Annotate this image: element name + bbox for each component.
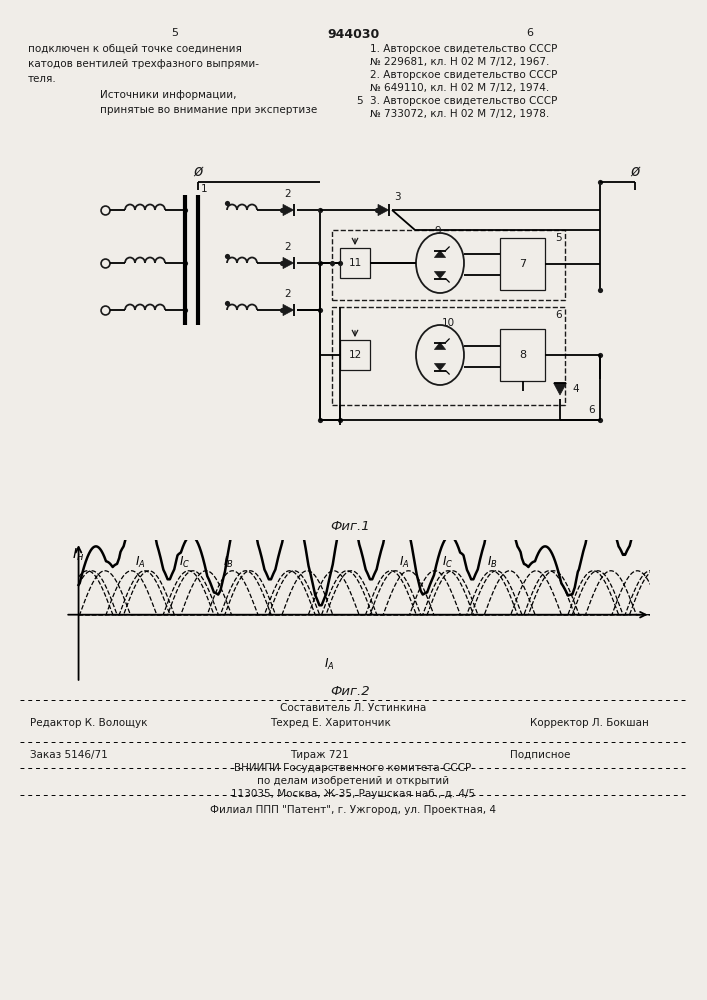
Text: Фиг.2: Фиг.2: [330, 685, 370, 698]
Text: $I_A$: $I_A$: [135, 555, 146, 570]
Bar: [500, 238, 545, 290]
Text: 2: 2: [285, 189, 291, 199]
Text: ВНИИПИ Государственного комитета СССР: ВНИИПИ Государственного комитета СССР: [235, 763, 472, 773]
Text: 5: 5: [556, 233, 562, 243]
Bar: [340, 340, 370, 370]
Text: 1. Авторское свидетельство СССР: 1. Авторское свидетельство СССР: [370, 44, 557, 54]
Bar: [500, 329, 545, 381]
Text: 944030: 944030: [327, 28, 379, 41]
Text: Подписное: Подписное: [510, 750, 571, 760]
Text: 12: 12: [349, 350, 361, 360]
Text: № 733072, кл. Н 02 М 7/12, 1978.: № 733072, кл. Н 02 М 7/12, 1978.: [370, 109, 549, 119]
Bar: [332, 230, 565, 300]
Text: 6: 6: [556, 310, 562, 320]
Text: Редактор К. Волощук: Редактор К. Волощук: [30, 718, 148, 728]
Text: 1: 1: [201, 184, 208, 194]
Bar: [332, 307, 565, 405]
Text: по делам изобретений и открытий: по делам изобретений и открытий: [257, 776, 449, 786]
Polygon shape: [283, 204, 293, 216]
Text: 8: 8: [519, 350, 526, 360]
Text: 7: 7: [519, 259, 526, 269]
Bar: [340, 248, 370, 278]
Text: Фиг.1: Фиг.1: [330, 520, 370, 533]
Polygon shape: [434, 250, 445, 257]
Text: 6: 6: [527, 28, 534, 38]
Text: Филиал ППП "Патент", г. Ужгород, ул. Проектная, 4: Филиал ППП "Патент", г. Ужгород, ул. Про…: [210, 805, 496, 815]
Text: № 229681, кл. Н 02 М 7/12, 1967.: № 229681, кл. Н 02 М 7/12, 1967.: [370, 57, 549, 67]
Text: 3: 3: [394, 192, 400, 202]
Text: 113035, Москва, Ж-35, Раушская наб., д. 4/5: 113035, Москва, Ж-35, Раушская наб., д. …: [231, 789, 475, 799]
Text: Техред Е. Харитончик: Техред Е. Харитончик: [270, 718, 391, 728]
Text: $I_B$: $I_B$: [223, 555, 233, 570]
Text: Заказ 5146/71: Заказ 5146/71: [30, 750, 107, 760]
Text: 3. Авторское свидетельство СССР: 3. Авторское свидетельство СССР: [370, 96, 557, 106]
Text: 2: 2: [285, 242, 291, 252]
Text: 2: 2: [285, 289, 291, 299]
Text: 9: 9: [435, 226, 441, 236]
Text: $I_C$: $I_C$: [443, 555, 454, 570]
Text: $I_{н}$: $I_{н}$: [72, 547, 84, 563]
Text: 6: 6: [588, 405, 595, 415]
Text: 2. Авторское свидетельство СССР: 2. Авторское свидетельство СССР: [370, 70, 557, 80]
Text: $I_B$: $I_B$: [486, 555, 498, 570]
Text: 4: 4: [572, 384, 578, 394]
Text: Источники информации,
принятые во внимание при экспертизе: Источники информации, принятые во вниман…: [100, 90, 317, 115]
Text: $I_C$: $I_C$: [179, 555, 189, 570]
Polygon shape: [283, 304, 293, 316]
Text: 10: 10: [442, 318, 455, 328]
Polygon shape: [434, 342, 445, 350]
Text: ø: ø: [631, 163, 640, 178]
Text: Составитель Л. Устинкина: Составитель Л. Устинкина: [280, 703, 426, 713]
Text: $I_A$: $I_A$: [399, 555, 409, 570]
Text: подключен к общей точке соединения
катодов вентилей трехфазного выпрями-
теля.: подключен к общей точке соединения катод…: [28, 44, 259, 84]
Text: Тираж 721: Тираж 721: [290, 750, 349, 760]
Polygon shape: [283, 257, 293, 269]
Polygon shape: [434, 271, 445, 278]
Polygon shape: [554, 383, 566, 395]
Text: 11: 11: [349, 258, 361, 268]
Polygon shape: [378, 204, 389, 216]
Text: 5: 5: [356, 96, 363, 106]
Text: 5: 5: [172, 28, 178, 38]
Text: $I_A$: $I_A$: [324, 656, 334, 672]
Text: Корректор Л. Бокшан: Корректор Л. Бокшан: [530, 718, 649, 728]
Text: № 649110, кл. Н 02 М 7/12, 1974.: № 649110, кл. Н 02 М 7/12, 1974.: [370, 83, 549, 93]
Polygon shape: [434, 363, 445, 370]
Text: ø: ø: [193, 163, 203, 178]
